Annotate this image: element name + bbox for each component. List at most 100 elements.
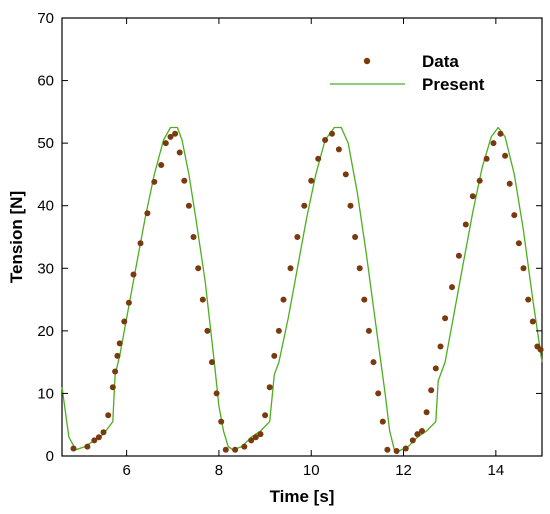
data-point — [449, 284, 455, 291]
data-point — [130, 271, 137, 278]
x-tick-label: 14 — [488, 462, 505, 479]
data-point — [529, 318, 536, 325]
data-point — [428, 387, 435, 394]
plot-frame — [61, 17, 543, 457]
plot-area — [61, 17, 544, 457]
legend-label-present: Present — [422, 75, 485, 94]
data-point — [252, 434, 259, 441]
data-point — [537, 346, 544, 353]
data-point — [275, 327, 282, 334]
data-point — [125, 299, 132, 306]
data-point — [525, 296, 532, 303]
data-point — [84, 443, 91, 450]
data-point — [308, 177, 315, 184]
y-axis-label: Tension [N] — [7, 191, 26, 283]
data-point — [347, 202, 354, 209]
data-point — [409, 437, 416, 444]
y-tick-label: 10 — [37, 385, 54, 402]
data-point — [379, 418, 386, 425]
data-point — [414, 431, 421, 438]
line-layer — [61, 126, 543, 452]
data-point — [271, 352, 278, 359]
data-point — [190, 234, 197, 240]
y-tick-label: 30 — [37, 260, 54, 277]
data-point — [167, 133, 174, 140]
marker-layer — [70, 130, 544, 454]
data-point — [476, 177, 483, 184]
y-tick-label: 20 — [37, 323, 54, 340]
x-axis-label: Time [s] — [270, 487, 335, 506]
data-point — [232, 446, 239, 453]
data-point — [262, 412, 269, 419]
data-point — [172, 130, 179, 137]
data-point — [176, 149, 183, 156]
y-tick-label: 70 — [37, 10, 54, 27]
data-point — [375, 390, 382, 397]
data-point — [257, 431, 264, 438]
data-point — [423, 409, 430, 416]
data-point — [437, 343, 444, 350]
legend: Data Present — [330, 52, 485, 94]
data-point — [204, 327, 211, 334]
data-point — [393, 448, 400, 454]
data-point — [181, 177, 188, 184]
data-point — [365, 327, 372, 334]
data-point — [95, 434, 102, 441]
data-point — [105, 412, 112, 419]
data-point — [241, 443, 248, 450]
series-line-present — [61, 126, 543, 452]
data-point — [266, 384, 273, 391]
y-axis: 0 10 20 30 40 50 60 70 — [37, 10, 542, 465]
data-point — [384, 446, 391, 453]
data-point — [91, 437, 98, 444]
data-point — [402, 445, 409, 452]
data-point — [185, 202, 192, 209]
data-point — [109, 384, 116, 391]
x-tick-label: 6 — [122, 462, 130, 479]
data-point — [199, 296, 206, 303]
data-point — [121, 318, 128, 325]
data-point — [158, 162, 165, 168]
x-tick-label: 8 — [215, 462, 223, 479]
data-point — [213, 390, 220, 397]
data-point — [280, 296, 287, 303]
data-point — [483, 155, 490, 162]
data-point — [352, 234, 359, 240]
data-point — [432, 365, 439, 372]
data-point — [419, 428, 425, 434]
x-axis: 6 8 10 12 14 — [122, 18, 504, 479]
legend-label-data: Data — [422, 52, 459, 71]
data-point — [511, 212, 518, 219]
data-point — [137, 240, 144, 247]
data-point — [222, 446, 229, 453]
data-point — [116, 340, 123, 347]
data-point — [294, 234, 301, 240]
data-point — [315, 155, 322, 162]
data-point — [462, 221, 469, 228]
data-point — [151, 178, 158, 185]
y-tick-label: 0 — [46, 448, 54, 465]
data-point — [100, 429, 107, 436]
data-point — [144, 210, 151, 217]
data-point — [218, 418, 225, 425]
data-point — [515, 240, 522, 247]
data-point — [322, 137, 329, 143]
data-point — [342, 171, 349, 178]
x-tick-label: 10 — [303, 462, 320, 479]
data-point — [335, 146, 342, 153]
y-tick-label: 40 — [37, 198, 54, 215]
data-point — [506, 180, 513, 187]
legend-marker-data — [363, 57, 371, 65]
y-tick-label: 50 — [37, 135, 54, 152]
data-point — [162, 140, 169, 147]
data-point — [287, 265, 294, 272]
y-tick-label: 60 — [37, 73, 54, 90]
data-point — [301, 202, 308, 209]
data-point — [497, 130, 504, 137]
data-point — [442, 315, 449, 322]
data-point — [469, 193, 476, 200]
data-point — [248, 437, 255, 444]
data-point — [455, 252, 462, 259]
data-point — [520, 265, 527, 272]
